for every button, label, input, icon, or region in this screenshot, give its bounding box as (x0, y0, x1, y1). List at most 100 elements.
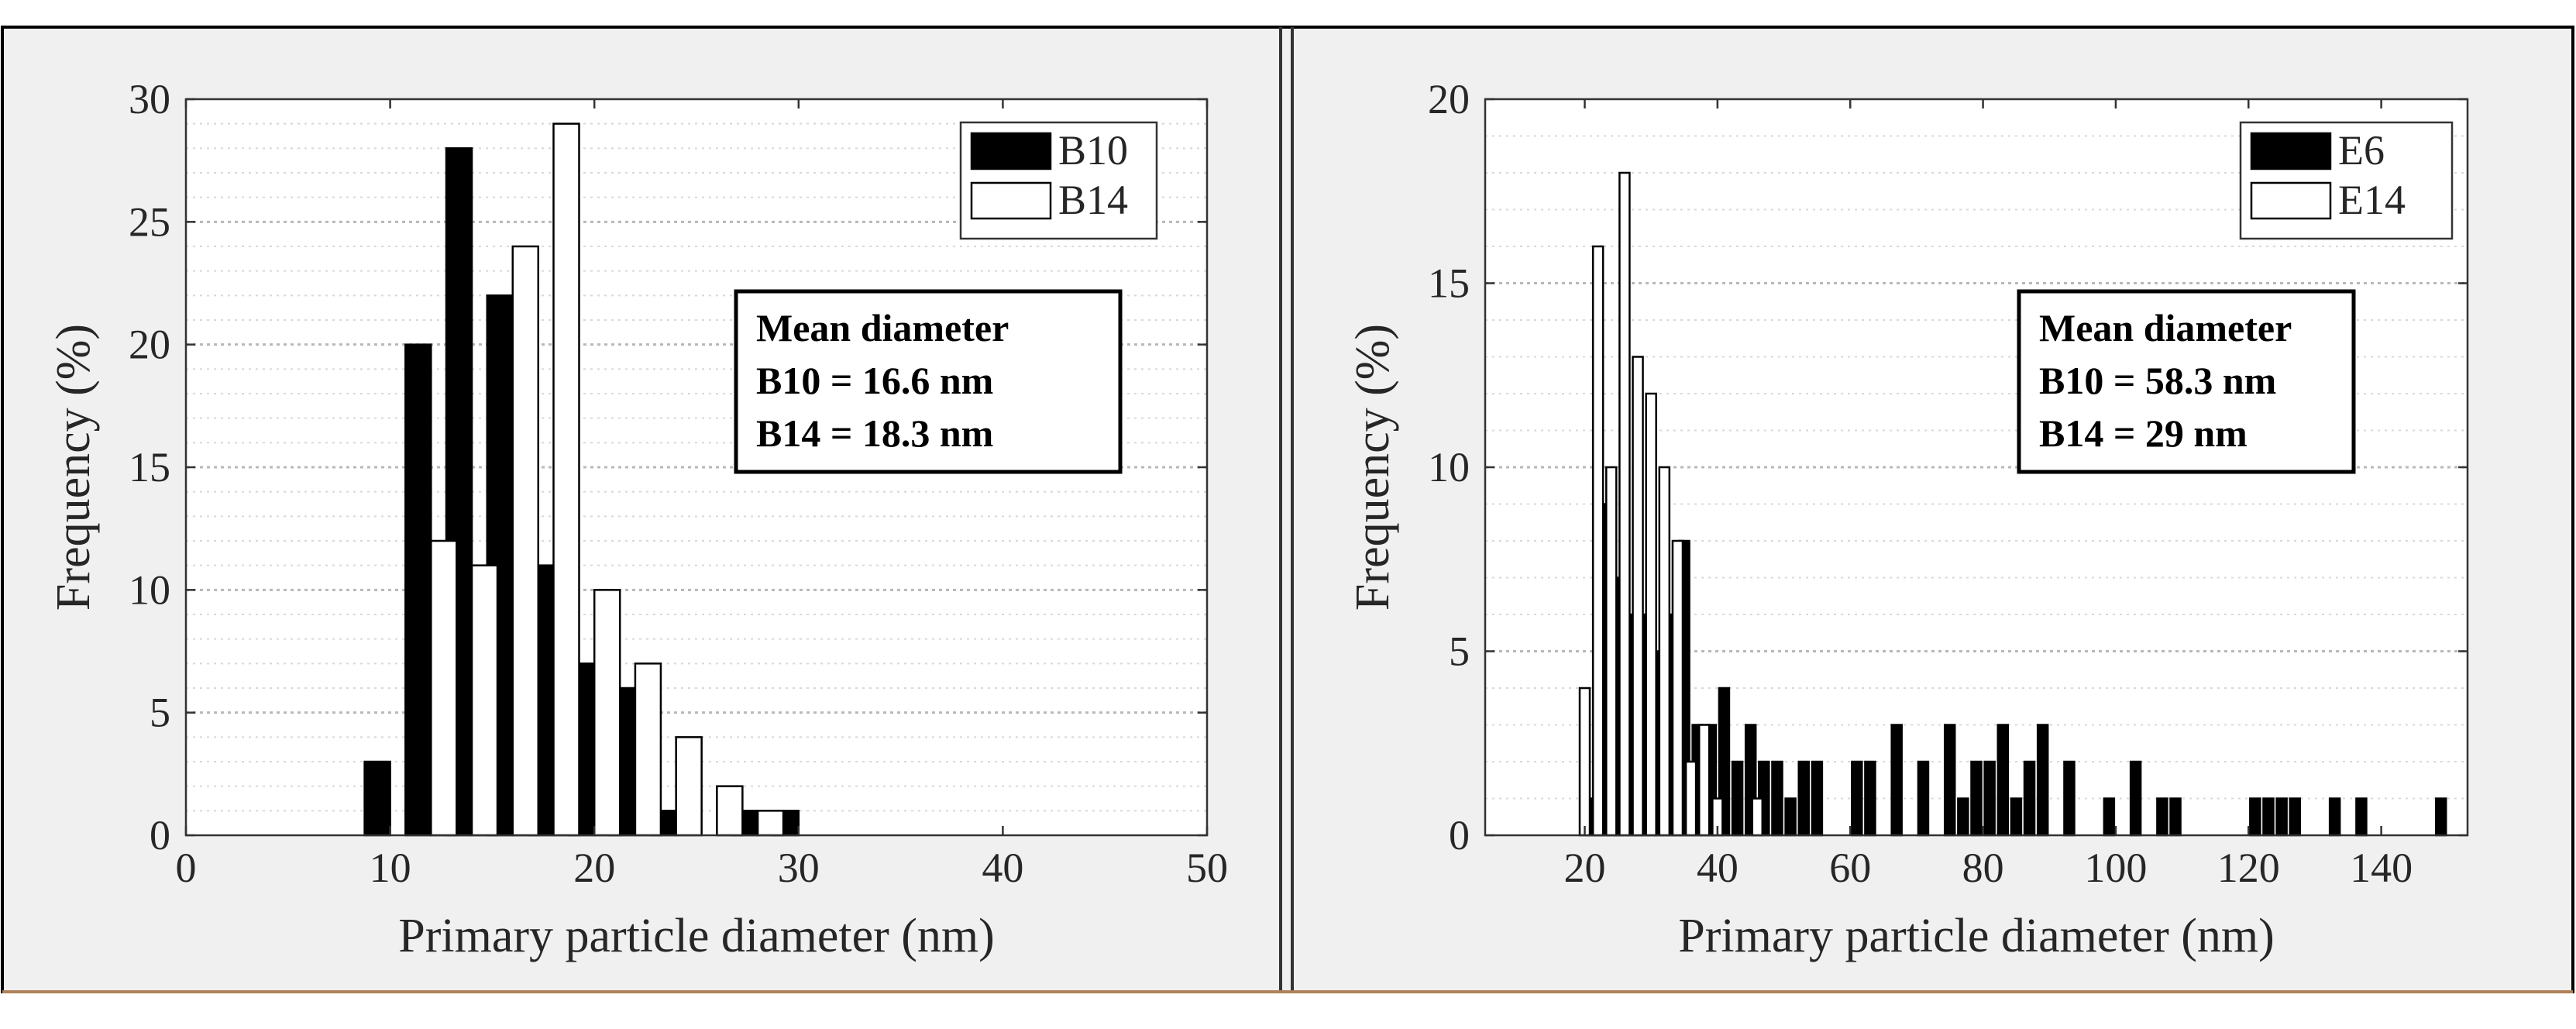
bar-E6-63 (1864, 760, 1876, 837)
bar-B14-22 (634, 662, 662, 837)
x-tick-label: 140 (2350, 845, 2413, 891)
x-tick-label: 40 (1697, 845, 1739, 891)
bar-E6-49 (1771, 760, 1783, 837)
legend-swatch-E14 (2250, 181, 2332, 220)
bar-E6-121 (2249, 797, 2261, 837)
y-axis-label: Frequency (%) (47, 324, 100, 611)
bar-E6-71 (1917, 760, 1930, 837)
bar-E14-28 (1632, 356, 1644, 837)
x-tick-label: 0 (176, 845, 197, 891)
bar-E14-46 (1751, 797, 1764, 837)
mean-diameter-annotation: Mean diameter B10 = 16.6 nm B14 = 18.3 nm (734, 289, 1123, 474)
x-tick-label: 20 (573, 845, 615, 891)
bar-E6-75 (1943, 724, 1956, 837)
legend-swatch-E6 (2250, 132, 2332, 170)
x-tick-label: 50 (1186, 845, 1228, 891)
bar-E6-77 (1957, 797, 1969, 837)
x-tick-label: 30 (778, 845, 820, 891)
legend-label-E6: E6 (2338, 127, 2385, 174)
y-axis-label: Frequency (%) (1346, 324, 1399, 611)
legend-swatch-B10 (970, 132, 1052, 170)
annotation-line: B10 = 58.3 nm (2039, 359, 2276, 402)
y-tick-label: 0 (1449, 812, 1470, 859)
annotation-line: Mean diameter (756, 306, 1009, 349)
annotation-line: B14 = 29 nm (2039, 411, 2248, 455)
x-tick-label: 100 (2084, 845, 2147, 891)
y-tick-label: 15 (129, 444, 170, 490)
annotation-line: Mean diameter (2039, 306, 2292, 349)
chart-panel-1: 0 10 20 30 40 50 0 5 10 15 20 25 30 Primary particle … (47, 76, 1228, 962)
y-tick-label: 5 (1449, 628, 1470, 675)
bar-B14-20 (593, 589, 621, 837)
bar-E6-87 (2023, 760, 2036, 837)
bar-B14-14 (470, 564, 499, 837)
legend-label-B14: B14 (1058, 177, 1128, 223)
x-tick-label: 10 (370, 845, 411, 891)
legend-label-E14: E14 (2338, 177, 2406, 223)
bar-B10-12 (404, 343, 432, 837)
bar-E6-99 (2103, 797, 2116, 837)
bar-E6-133 (2328, 797, 2341, 837)
bar-E14-20 (1578, 687, 1591, 837)
bar-E6-55 (1811, 760, 1824, 837)
bar-E6-51 (1784, 797, 1797, 837)
bar-E14-26 (1618, 171, 1631, 837)
bar-E6-43 (1731, 760, 1744, 837)
y-tick-label: 0 (150, 812, 170, 859)
y-tick-label: 10 (1428, 444, 1470, 490)
bar-E6-127 (2289, 797, 2301, 837)
bar-E6-107 (2156, 797, 2168, 837)
bar-E6-125 (2275, 797, 2288, 837)
bar-B14-12 (430, 539, 458, 837)
bar-E6-85 (2010, 797, 2023, 837)
bar-E14-36 (1684, 760, 1697, 837)
bar-E14-38 (1697, 724, 1711, 837)
x-tick-label: 40 (982, 845, 1023, 891)
bar-B14-28 (756, 810, 785, 837)
y-tick-label: 5 (150, 690, 170, 736)
x-axis-label: Primary particle diameter (nm) (1678, 910, 2275, 962)
bar-E6-149 (2434, 797, 2447, 837)
annotation-line: B10 = 16.6 nm (756, 359, 993, 402)
y-tick-label: 25 (129, 198, 170, 245)
bar-E6-81 (1983, 760, 1996, 837)
bar-B14-24 (675, 736, 703, 837)
bar-E6-93 (2063, 760, 2076, 837)
bar-E6-67 (1890, 724, 1903, 837)
x-axis-label: Primary particle diameter (nm) (398, 910, 995, 962)
bar-E6-123 (2262, 797, 2275, 837)
bar-B10-10 (363, 760, 391, 837)
bar-E14-34 (1671, 539, 1684, 837)
bar-B14-16 (511, 245, 540, 837)
bar-E6-137 (2355, 797, 2368, 837)
legend-swatch-B14 (970, 181, 1052, 220)
y-tick-label: 30 (129, 76, 170, 122)
mean-diameter-annotation: Mean diameter B10 = 58.3 nm B14 = 29 nm (2017, 289, 2356, 474)
y-tick-label: 20 (1428, 76, 1470, 122)
x-tick-label: 120 (2217, 845, 2280, 891)
annotation-box (2017, 289, 2356, 474)
bar-E6-89 (2036, 724, 2049, 837)
bar-B14-26 (716, 785, 744, 837)
bar-E6-83 (1996, 724, 2010, 837)
bar-B14-18 (552, 122, 580, 837)
y-tick-label: 20 (129, 322, 170, 368)
legend-label-B10: B10 (1058, 127, 1128, 174)
bar-E6-79 (1970, 760, 1983, 837)
bar-E14-22 (1591, 245, 1604, 837)
bar-E14-32 (1658, 466, 1671, 837)
x-tick-label: 60 (1829, 845, 1871, 891)
y-tick-label: 10 (129, 566, 170, 613)
bar-E6-103 (2129, 760, 2142, 837)
bar-E14-24 (1605, 466, 1618, 837)
bar-E6-53 (1797, 760, 1810, 837)
chart-panel-2: 20 40 60 80 100 120 140 0 5 10 15 20 Primary particl… (1346, 76, 2469, 962)
bar-E14-30 (1645, 392, 1657, 837)
bar-E6-109 (2169, 797, 2182, 837)
y-tick-label: 15 (1428, 260, 1470, 307)
annotation-line: B14 = 18.3 nm (756, 411, 993, 455)
annotation-box (734, 289, 1123, 474)
